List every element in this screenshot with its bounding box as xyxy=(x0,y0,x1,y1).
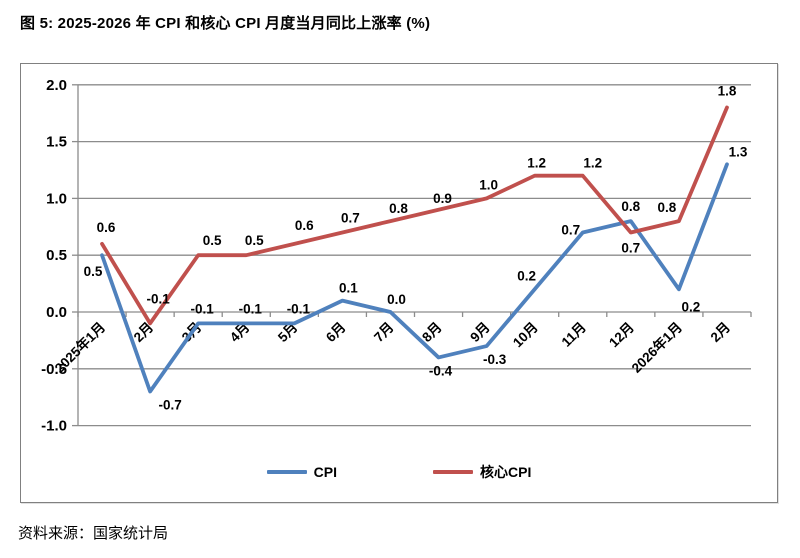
data-label: 1.2 xyxy=(583,156,602,171)
chart-legend: CPI 核心CPI xyxy=(21,462,777,482)
legend-item-core-cpi: 核心CPI xyxy=(433,462,531,482)
y-axis-label: 2.0 xyxy=(46,77,67,94)
y-axis-label: 0.0 xyxy=(46,304,67,321)
legend-item-cpi: CPI xyxy=(266,464,337,480)
data-label: 1.0 xyxy=(479,177,498,192)
y-axis-label: 0.5 xyxy=(46,247,67,264)
legend-label-cpi: CPI xyxy=(313,464,337,480)
data-label: -0.1 xyxy=(239,301,263,316)
data-label: 0.9 xyxy=(433,191,452,206)
data-label: -0.1 xyxy=(191,301,215,316)
data-label: 0.5 xyxy=(203,233,222,248)
data-label: -0.1 xyxy=(146,291,170,306)
source-note: 资料来源：国家统计局 xyxy=(18,525,169,542)
x-axis-label: 12月 xyxy=(606,320,637,351)
legend-label-core-cpi: 核心CPI xyxy=(480,464,532,480)
x-axis-label: 6月 xyxy=(323,320,348,345)
data-label: 0.0 xyxy=(387,292,406,307)
y-axis-label: -1.0 xyxy=(41,418,67,435)
data-label: 1.8 xyxy=(718,84,737,99)
core-cpi-line-swatch xyxy=(433,470,473,474)
y-axis-label: 1.0 xyxy=(46,190,67,207)
data-label: 0.7 xyxy=(341,210,360,225)
x-axis-label: 2026年1月 xyxy=(628,319,685,376)
data-label: 0.6 xyxy=(295,218,314,233)
data-label: 0.1 xyxy=(339,281,358,296)
data-label: 0.5 xyxy=(84,264,103,279)
x-axis-label: 11月 xyxy=(559,320,589,350)
data-label: -0.4 xyxy=(429,363,453,378)
data-label: 0.2 xyxy=(517,268,536,283)
data-label: 0.5 xyxy=(245,233,264,248)
chart-title: 图 5: 2025-2026 年 CPI 和核心 CPI 月度当月同比上涨率 (… xyxy=(20,15,431,32)
data-label: 0.6 xyxy=(97,220,116,235)
y-axis-label: -0.5 xyxy=(41,361,67,378)
data-label: -0.7 xyxy=(158,398,181,413)
data-label: 0.7 xyxy=(561,222,580,237)
data-label: 1.3 xyxy=(729,144,748,159)
data-label: 0.7 xyxy=(621,240,640,255)
data-label: 0.8 xyxy=(658,200,677,215)
data-label: 0.2 xyxy=(682,299,701,314)
cpi-line-swatch xyxy=(266,470,307,474)
x-axis-label: 2月 xyxy=(708,320,733,345)
core-cpi-line xyxy=(100,105,729,326)
x-axis-label: 2025年1月 xyxy=(51,319,108,376)
x-axis-label: 10月 xyxy=(510,320,541,351)
chart-frame: 2.0 1.5 1.0 0.5 0.0 -0.5 -1.0 2025年1月 2月 3月 4月 5月 6月… xyxy=(20,63,778,503)
data-label: 0.8 xyxy=(621,199,640,214)
x-axis-label: 7月 xyxy=(371,320,396,345)
data-label: -0.3 xyxy=(483,352,507,367)
data-label: 0.8 xyxy=(389,201,408,216)
y-axis-label: 1.5 xyxy=(46,134,67,151)
data-label: 1.2 xyxy=(527,156,546,171)
data-label: -0.1 xyxy=(287,301,311,316)
